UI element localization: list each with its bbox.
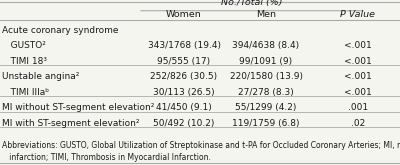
Text: <.001: <.001 xyxy=(344,72,372,81)
Text: Women: Women xyxy=(166,10,202,19)
Text: .02: .02 xyxy=(351,119,365,128)
Text: MI without ST-segment elevation²: MI without ST-segment elevation² xyxy=(2,103,154,112)
Text: 252/826 (30.5): 252/826 (30.5) xyxy=(150,72,218,81)
Text: No./Total (%): No./Total (%) xyxy=(221,0,283,7)
Text: P Value: P Value xyxy=(340,10,376,19)
Text: 99/1091 (9): 99/1091 (9) xyxy=(240,57,292,66)
Text: GUSTO²: GUSTO² xyxy=(2,41,46,50)
Text: 95/555 (17): 95/555 (17) xyxy=(158,57,210,66)
Text: 343/1768 (19.4): 343/1768 (19.4) xyxy=(148,41,220,50)
Text: Unstable angina²: Unstable angina² xyxy=(2,72,79,81)
Text: TIMI IIIaᵇ: TIMI IIIaᵇ xyxy=(2,88,49,97)
Text: Men: Men xyxy=(256,10,276,19)
Text: 50/492 (10.2): 50/492 (10.2) xyxy=(153,119,215,128)
Text: .001: .001 xyxy=(348,103,368,112)
Text: 55/1299 (4.2): 55/1299 (4.2) xyxy=(235,103,297,112)
Text: MI with ST-segment elevation²: MI with ST-segment elevation² xyxy=(2,119,140,128)
Text: Abbreviations: GUSTO, Global Utilization of Streptokinase and t-PA for Occluded : Abbreviations: GUSTO, Global Utilization… xyxy=(2,141,400,150)
Text: <.001: <.001 xyxy=(344,41,372,50)
Text: 27/278 (8.3): 27/278 (8.3) xyxy=(238,88,294,97)
Text: infarction; TIMI, Thrombosis in Myocardial Infarction.: infarction; TIMI, Thrombosis in Myocardi… xyxy=(2,153,211,162)
Text: 30/113 (26.5): 30/113 (26.5) xyxy=(153,88,215,97)
Text: 220/1580 (13.9): 220/1580 (13.9) xyxy=(230,72,302,81)
Text: <.001: <.001 xyxy=(344,88,372,97)
Text: TIMI 18³: TIMI 18³ xyxy=(2,57,47,66)
Text: Acute coronary syndrome: Acute coronary syndrome xyxy=(2,26,118,35)
Text: 41/450 (9.1): 41/450 (9.1) xyxy=(156,103,212,112)
Text: 394/4638 (8.4): 394/4638 (8.4) xyxy=(232,41,300,50)
Text: 119/1759 (6.8): 119/1759 (6.8) xyxy=(232,119,300,128)
Text: <.001: <.001 xyxy=(344,57,372,66)
